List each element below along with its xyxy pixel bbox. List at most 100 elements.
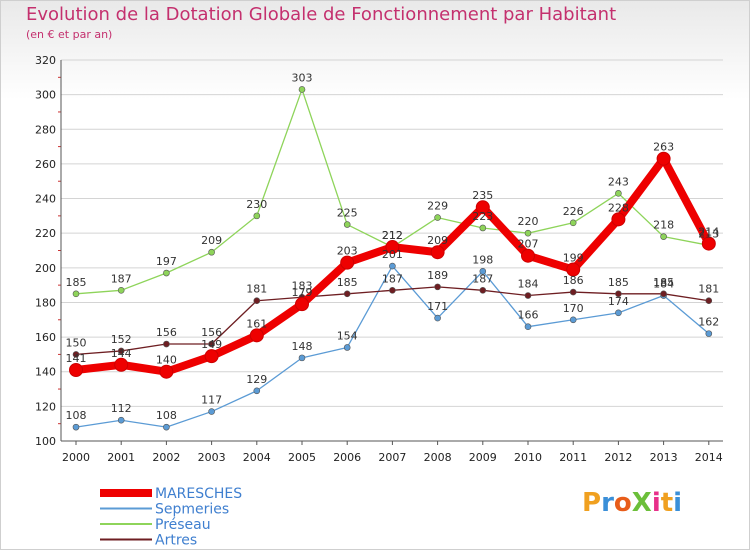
legend-label-sepmeries: Sepmeries xyxy=(155,502,229,518)
data-label-artres: 189 xyxy=(427,269,448,282)
series-group xyxy=(69,86,716,431)
data-label-maresches: 263 xyxy=(653,141,674,154)
y-tick-label: 160 xyxy=(35,331,56,344)
data-label-sepmeries: 162 xyxy=(698,316,719,329)
x-tick-label: 2003 xyxy=(198,451,226,464)
point-preseau xyxy=(434,214,441,221)
point-artres xyxy=(524,292,532,299)
point-sepmeries xyxy=(434,314,441,322)
data-label-preseau: 218 xyxy=(653,219,674,232)
point-preseau xyxy=(479,224,487,232)
point-preseau xyxy=(208,248,215,256)
point-artres xyxy=(660,290,667,298)
data-label-maresches: 140 xyxy=(156,354,177,367)
point-sepmeries xyxy=(298,354,306,362)
data-label-sepmeries: 108 xyxy=(66,409,87,422)
point-artres xyxy=(72,351,80,358)
point-sepmeries xyxy=(343,344,351,351)
y-tick-label: 320 xyxy=(35,54,56,67)
point-preseau xyxy=(660,233,667,240)
data-label-preseau: 197 xyxy=(156,255,177,268)
point-artres xyxy=(434,283,441,291)
data-label-artres: 181 xyxy=(698,283,719,296)
proxiti-logo: ProXiti xyxy=(582,488,682,518)
data-label-sepmeries: 184 xyxy=(653,278,674,291)
point-preseau xyxy=(72,290,80,298)
data-label-maresches: 228 xyxy=(608,201,629,214)
point-preseau xyxy=(569,219,577,227)
y-tick-label: 200 xyxy=(35,262,56,275)
data-label-artres: 184 xyxy=(518,278,539,291)
y-tick-label: 240 xyxy=(35,193,56,206)
point-artres xyxy=(569,288,577,296)
point-sepmeries xyxy=(163,423,170,431)
point-sepmeries xyxy=(479,267,487,275)
point-preseau xyxy=(163,269,170,277)
data-label-maresches: 161 xyxy=(246,317,267,330)
data-label-sepmeries: 108 xyxy=(156,409,177,422)
data-label-preseau: 185 xyxy=(66,276,87,289)
point-artres xyxy=(615,290,622,298)
data-label-maresches: 235 xyxy=(472,189,493,202)
data-label-artres: 185 xyxy=(653,276,674,289)
legend-label-maresches: MARESCHES xyxy=(155,486,242,502)
point-preseau xyxy=(524,229,532,237)
data-label-maresches: 203 xyxy=(337,245,358,258)
data-label-sepmeries: 201 xyxy=(382,248,403,261)
y-tick-label: 300 xyxy=(35,89,56,102)
data-label-maresches: 149 xyxy=(201,338,222,351)
y-tick-label: 280 xyxy=(35,123,56,136)
legend-label-preseau: Préseau xyxy=(155,517,211,533)
data-label-preseau: 209 xyxy=(201,234,222,247)
x-tick-label: 2010 xyxy=(514,451,542,464)
data-label-artres: 156 xyxy=(201,326,222,339)
data-label-maresches: 144 xyxy=(111,347,132,360)
point-maresches xyxy=(566,262,581,277)
data-label-preseau: 220 xyxy=(518,215,539,228)
point-maresches xyxy=(701,236,716,251)
point-preseau xyxy=(343,221,351,228)
point-artres xyxy=(163,340,170,348)
logo-letter: i xyxy=(651,488,661,518)
data-label-maresches: 199 xyxy=(563,252,584,265)
point-sepmeries xyxy=(117,416,125,424)
x-tick-label: 2009 xyxy=(469,451,497,464)
logo-letter: i xyxy=(673,488,683,518)
data-label-sepmeries: 112 xyxy=(111,402,132,415)
point-sepmeries xyxy=(524,323,532,331)
data-label-artres: 187 xyxy=(472,272,493,285)
data-label-preseau: 243 xyxy=(608,175,629,188)
y-tick-label: 120 xyxy=(35,400,56,413)
data-label-preseau: 212 xyxy=(382,229,403,242)
data-label-artres: 181 xyxy=(246,283,267,296)
point-maresches xyxy=(249,328,264,343)
point-preseau xyxy=(298,86,306,93)
data-label-sepmeries: 166 xyxy=(518,309,539,322)
y-tick-label: 220 xyxy=(35,227,56,240)
point-maresches xyxy=(430,245,445,260)
logo-letter: P xyxy=(582,488,602,518)
point-maresches xyxy=(385,240,400,255)
data-label-maresches: 212 xyxy=(382,229,403,242)
data-label-sepmeries: 129 xyxy=(246,373,267,386)
data-label-maresches: 209 xyxy=(427,234,448,247)
logo-letter: X xyxy=(631,488,652,518)
point-sepmeries xyxy=(705,330,713,337)
data-label-preseau: 225 xyxy=(337,207,358,220)
point-sepmeries xyxy=(389,262,396,270)
logo-letter: r xyxy=(601,488,614,518)
data-label-artres: 150 xyxy=(66,336,87,349)
data-label-artres: 156 xyxy=(156,326,177,339)
data-label-maresches: 214 xyxy=(698,226,719,239)
point-artres xyxy=(705,297,713,305)
x-tick-label: 2008 xyxy=(424,451,452,464)
point-artres xyxy=(479,287,487,294)
data-label-artres: 186 xyxy=(563,274,584,287)
point-maresches xyxy=(521,248,535,263)
data-label-artres: 183 xyxy=(292,279,313,292)
point-sepmeries xyxy=(253,387,261,395)
data-label-artres: 187 xyxy=(382,272,403,285)
x-tick-label: 2005 xyxy=(288,451,316,464)
